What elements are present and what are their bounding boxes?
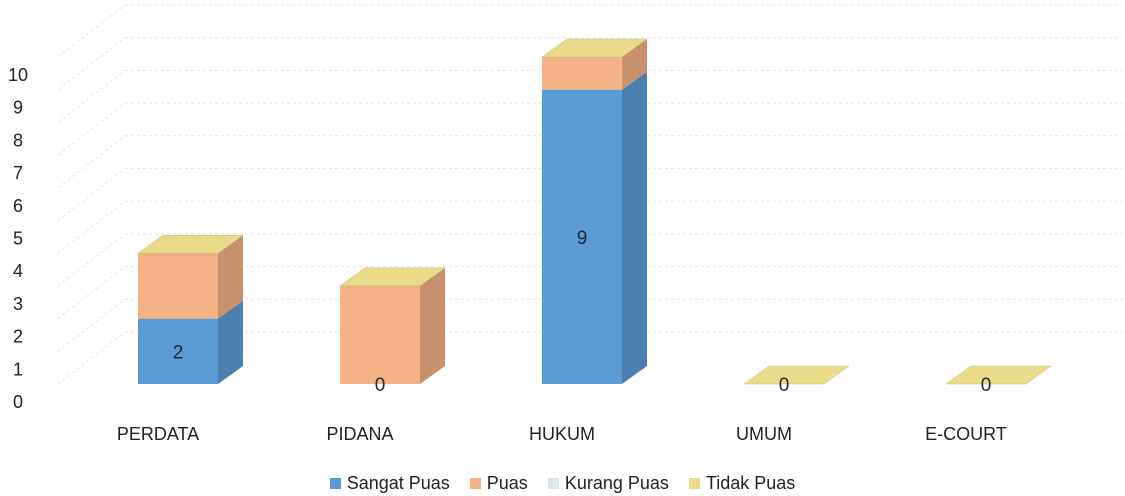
bar-segment-puas: [138, 253, 218, 319]
y-tick-label: 9: [13, 98, 23, 118]
legend-item: Sangat Puas: [329, 472, 450, 494]
bar-segment-puas-side: [420, 267, 445, 384]
bar-segment-puas: [340, 285, 420, 384]
gridline-diagonal: [57, 168, 126, 221]
data-label: 0: [375, 375, 386, 396]
gridline-diagonal: [57, 70, 126, 123]
gridline-diagonal: [57, 37, 126, 91]
x-category-label: UMUM: [736, 424, 792, 444]
y-tick-label: 6: [13, 196, 23, 216]
bar-stack: [339, 267, 446, 384]
legend-item: Kurang Puas: [547, 472, 669, 494]
bar-segment-sangat-puas-side: [622, 71, 647, 384]
y-tick-label: 7: [13, 163, 23, 183]
data-label: 9: [577, 228, 588, 249]
legend-swatch: [688, 477, 700, 489]
y-tick-label: 8: [13, 130, 23, 150]
data-label: 2: [173, 342, 184, 363]
gridline-diagonal: [57, 266, 126, 319]
x-category-label: HUKUM: [529, 424, 595, 444]
bars: 2 0 9 0 0: [137, 38, 1052, 396]
y-tick-label: 1: [13, 359, 23, 379]
bar-top-cap: [945, 365, 1052, 385]
gridline-diagonal: [57, 331, 126, 385]
bar-segment-puas-side: [218, 235, 243, 319]
y-tick-label: 10: [8, 65, 28, 85]
bar-top-cap: [743, 365, 850, 385]
bar-stack: [541, 38, 648, 384]
gridline-diagonal: [57, 298, 126, 352]
legend-label: Kurang Puas: [564, 472, 669, 493]
bar-segment-sangat-puas: [542, 89, 622, 384]
legend-label: Tidak Puas: [705, 472, 796, 493]
legend: Sangat Puas Puas Kurang Puas Tidak Puas: [0, 471, 1125, 495]
legend-item: Tidak Puas: [688, 472, 796, 494]
bar-segment-sangat-puas-side: [218, 300, 243, 384]
gridline-diagonal: [57, 233, 126, 287]
bar-top-cap: [541, 38, 648, 58]
legend-swatch: [547, 477, 559, 489]
x-category-label: PIDANA: [326, 424, 393, 444]
legend-swatch: [469, 477, 481, 489]
y-axis-ticks: 0 1 2 3 4 5 6 7 8 9 10: [8, 65, 28, 412]
y-tick-label: 2: [13, 327, 23, 347]
bar-top-cap: [137, 234, 244, 254]
x-axis-labels: PERDATA PIDANA HUKUM UMUM E-COURT: [117, 424, 1007, 444]
bar-segment-sangat-puas: [138, 318, 218, 384]
gridline-diagonal: [57, 200, 126, 254]
legend-label: Sangat Puas: [346, 472, 450, 493]
legend-swatch: [329, 477, 341, 489]
y-tick-label: 4: [13, 261, 23, 281]
data-label: 0: [779, 375, 790, 396]
y-tick-label: 0: [13, 392, 23, 412]
data-label: 0: [981, 375, 992, 396]
legend-label: Puas: [486, 472, 528, 493]
gridline-diagonal: [57, 4, 126, 58]
x-category-label: E-COURT: [925, 424, 1007, 444]
y-tick-label: 5: [13, 229, 23, 249]
bar-segment-puas: [542, 57, 622, 90]
bar-stack: [743, 365, 850, 385]
bar-top-cap: [339, 267, 446, 287]
bar-segment-puas-side: [622, 39, 647, 90]
bar-stack: [137, 234, 244, 384]
legend-item: Puas: [469, 472, 528, 494]
gridline-diagonal: [57, 102, 126, 156]
x-category-label: PERDATA: [117, 424, 199, 444]
gridline-diagonal: [57, 135, 126, 189]
bar-stack: [945, 365, 1052, 385]
y-tick-label: 3: [13, 294, 23, 314]
